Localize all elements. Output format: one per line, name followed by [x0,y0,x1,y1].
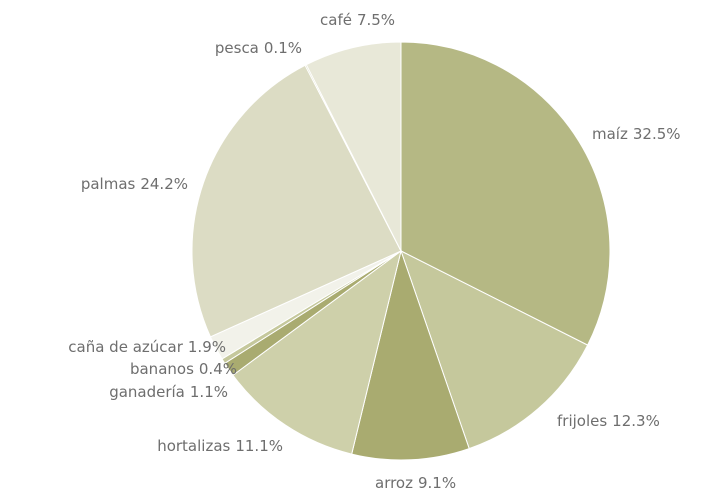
category-name: palmas [81,175,136,193]
slice-label: bananos 0.4% [130,360,237,378]
slice-label: caña de azúcar 1.9% [68,338,226,356]
pie-slice [232,249,402,455]
value-label: 7.5% [357,11,395,29]
value-label: 12.3% [612,412,660,430]
category-name: frijoles [557,412,607,430]
pie-slice [400,41,611,346]
value-label: 32.5% [633,125,681,143]
value-label: 9.1% [418,474,456,492]
value-label: 1.1% [190,383,228,401]
slice-label: frijoles 12.3% [557,412,660,430]
category-name: maíz [592,125,628,143]
slice-label: hortalizas 11.1% [157,437,283,455]
category-name: arroz [375,474,413,492]
category-name: hortalizas [157,437,230,455]
category-name: pesca [215,39,259,57]
value-label: 1.9% [188,338,226,356]
category-name: bananos [130,360,194,378]
slice-label: ganadería 1.1% [109,383,228,401]
pie-slice [351,249,470,461]
pie-slice [305,41,402,252]
category-name: ganadería [109,383,185,401]
pie-slice [191,64,402,338]
slice-label: pesca 0.1% [215,39,302,57]
value-label: 0.1% [264,39,302,57]
value-label: 0.4% [199,360,237,378]
value-label: 11.1% [235,437,283,455]
value-label: 24.2% [140,175,188,193]
slice-label: café 7.5% [320,11,395,29]
category-name: caña de azúcar [68,338,183,356]
category-name: café [320,11,352,29]
pie-slice [400,249,589,450]
slice-label: maíz 32.5% [592,125,681,143]
slice-label: arroz 9.1% [375,474,456,492]
slice-label: palmas 24.2% [81,175,188,193]
